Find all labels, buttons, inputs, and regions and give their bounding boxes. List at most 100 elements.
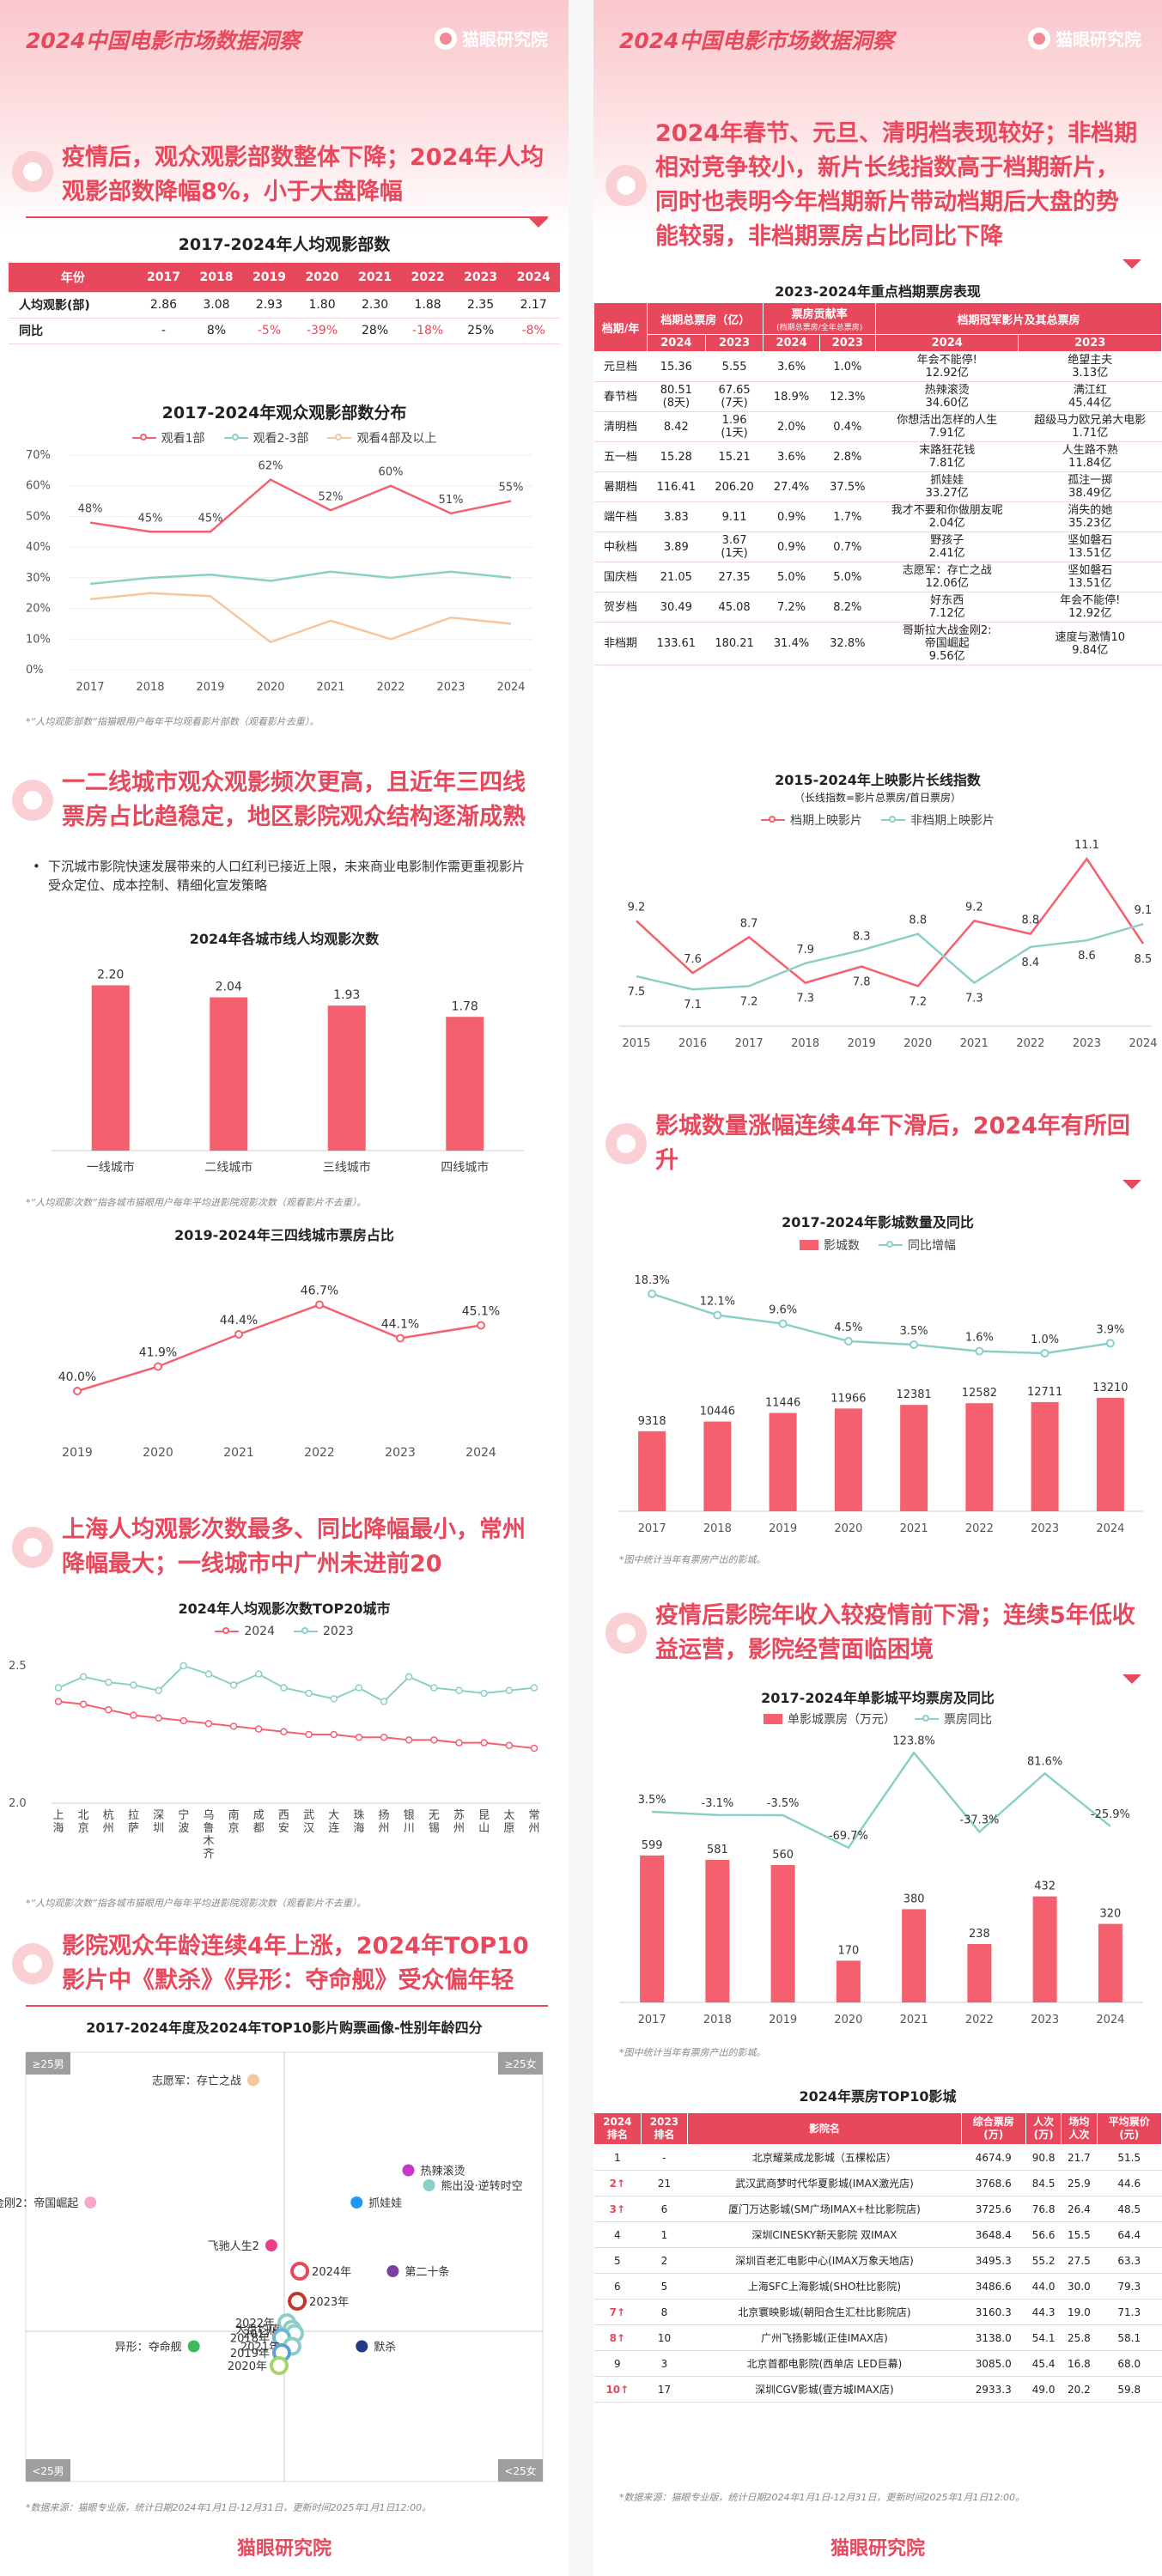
data-point — [105, 1678, 113, 1686]
table-cell: - — [137, 318, 191, 344]
data-point — [204, 1719, 213, 1728]
x-tick-label: 2020 — [834, 2014, 862, 2026]
x-tick-label: 2019 — [769, 2014, 797, 2026]
table-cell: 绝望主夫 3.13亿 — [1018, 351, 1162, 382]
headline-arrow-icon — [1122, 1180, 1141, 1189]
chart-title: 2017-2024年度及2024年TOP10影片购票画像-性别年龄四分 — [86, 2020, 483, 2036]
table-cell: 广州飞扬影城(正佳IMAX店) — [687, 2324, 962, 2351]
headline-text: 影城数量涨幅连续4年下滑后，2024年有所回升 — [655, 1113, 1130, 1174]
x-tick-label: 银 — [404, 1809, 415, 1822]
data-point — [480, 1739, 488, 1747]
table-cell: 超级马力欧兄弟大电影 1.71亿 — [1018, 411, 1162, 442]
x-tick-label: 2024 — [1096, 1522, 1124, 1535]
chart-note: *“人均观影次数”指各城市猫眼用户每年平均进影院观影次数（观看影片不去重）。 — [26, 1898, 367, 1909]
x-tick-label: 北 — [78, 1809, 89, 1822]
chart-title: 2019-2024年三四线城市票房占比 — [174, 1227, 394, 1243]
table-cell: 深圳百老汇电影中心(IMAX万象天地店) — [687, 2247, 962, 2274]
bar — [769, 1413, 797, 1511]
table-cell: 3486.6 — [961, 2273, 1026, 2300]
film-reel-icon — [12, 780, 53, 821]
point-label: 2019年 — [230, 2348, 270, 2360]
chart-title: 2017-2024年观众观影部数分布 — [161, 404, 407, 422]
data-label: 9.6% — [769, 1304, 797, 1317]
point-label: 异形：夺命舰 — [115, 2341, 182, 2354]
table-cell: 2.0% — [763, 411, 820, 442]
data-label: 1.93 — [333, 988, 360, 1002]
data-point — [455, 1686, 463, 1695]
table-cell: 12.3% — [819, 381, 876, 412]
data-label: 18.3% — [634, 1274, 669, 1287]
footer-text: 猫眼研究院 — [830, 2538, 925, 2560]
table-cell: 30.0 — [1061, 2273, 1098, 2300]
series-line — [89, 478, 512, 533]
chart-legend: 档期上映影片 非档期上映影片 — [593, 811, 1162, 829]
table-cell: 68.0 — [1097, 2350, 1162, 2377]
x-tick-label: 武 — [303, 1809, 314, 1822]
table-row: 7↑ 8 北京寰映影城(朝阳合生汇杜比影院店) 3160.3 44.3 19.0 71.3 — [593, 2299, 1162, 2325]
data-label: 581 — [707, 1844, 728, 1856]
x-tick-label: 珠 — [353, 1809, 364, 1822]
table-cell: 2933.3 — [961, 2376, 1026, 2403]
col-header: 2024 排名 — [593, 2112, 642, 2145]
legend-item: 观看2-3部 — [223, 429, 308, 447]
table-cell: 1 — [593, 2144, 642, 2171]
table-cell: 133.61 — [647, 622, 706, 665]
table-cell: 10 — [641, 2324, 688, 2351]
table-cell: 非档期 — [593, 622, 648, 665]
point-label: 哥斯拉大战金刚2：帝国崛起 — [0, 2196, 78, 2210]
data-label: 7.2 — [740, 995, 758, 1008]
col-header: 档期总票房（亿） — [646, 302, 764, 335]
legend-label: 观看1部 — [161, 432, 205, 446]
table-row: 端午档 3.83 9.11 0.9% 1.7% 我才不要和你做朋友呢 2.04亿 消失的她 … — [593, 501, 1162, 532]
data-label: 2.20 — [97, 969, 124, 982]
headline-text: 疫情后影院年收入较疫情前下滑；连续5年低收益运营，影院经营面临困境 — [655, 1602, 1135, 1663]
table-cell: 45.08 — [705, 592, 764, 623]
col-header: 2024 — [507, 263, 560, 293]
longtail-chart: 9.2 7.6 8.7 7.3 7.8 7.2 9.2 8.8 11.1 8.5 7.5 7.1 7.2… — [619, 839, 1158, 1050]
legend-swatch — [215, 1627, 240, 1634]
table-cell: 2.17 — [507, 292, 560, 319]
series-line — [636, 857, 1145, 987]
bar — [836, 1960, 861, 2002]
film-point — [265, 2239, 277, 2251]
bar — [902, 1909, 927, 2002]
dist-chart: 0% 10% 20% 30% 40% 50% 60% 70% 2017 2018 2019 2020 2… — [26, 449, 532, 694]
table-cell: 热辣滚烫 34.60亿 — [875, 381, 1019, 412]
data-label: 12711 — [1027, 1386, 1062, 1399]
film-point — [187, 2340, 200, 2353]
data-point — [79, 1673, 88, 1681]
data-label: 8.7 — [740, 917, 758, 930]
data-point — [105, 1705, 113, 1714]
data-label: 560 — [772, 1849, 794, 1862]
share-subheader: (档期总票房/全年总票房) — [776, 324, 863, 332]
chart-legend: 观看1部 观看2-3部 观看4部及以上 — [0, 429, 569, 447]
table-cell: 17 — [641, 2376, 688, 2403]
table-cell: 32.8% — [819, 622, 876, 665]
x-tick-label: 2021 — [900, 2014, 928, 2026]
data-label: 7.3 — [796, 993, 814, 1005]
table-cell: 5 — [641, 2273, 688, 2300]
table-cell: 3648.4 — [961, 2221, 1026, 2248]
table-row: 暑期档 116.41 206.20 27.4% 37.5% 抓娃娃 33.27亿 孤注一掷 … — [593, 471, 1162, 502]
x-tick-label: 州 — [103, 1822, 114, 1835]
data-label: 12582 — [962, 1387, 997, 1400]
x-tick-label: 萨 — [128, 1822, 139, 1835]
x-tick-label: 三线城市 — [323, 1160, 371, 1175]
table-cell: 7.2% — [763, 592, 820, 623]
x-tick-label: 2022 — [965, 1522, 994, 1535]
brand-logo: 猫眼研究院 — [435, 26, 548, 51]
data-point — [1105, 1339, 1115, 1348]
corner-label: ≥25女 — [504, 2057, 536, 2070]
data-label: 46.7% — [301, 1285, 338, 1298]
table-cell: 暑期档 — [593, 471, 648, 502]
data-label: 432 — [1034, 1880, 1056, 1893]
data-label: 10446 — [700, 1406, 735, 1419]
table-cell: 深圳CINESKY新天影院 双IMAX — [687, 2221, 962, 2248]
cat-logo-icon — [435, 27, 457, 50]
x-tick-label: 无 — [429, 1809, 440, 1822]
table-cell: 21.7 — [1061, 2144, 1098, 2171]
film-reel-icon — [12, 1527, 53, 1568]
table-cell: 3768.6 — [961, 2170, 1026, 2196]
data-label: 8.3 — [853, 931, 871, 944]
y-tick-label: 2.5 — [9, 1660, 27, 1673]
